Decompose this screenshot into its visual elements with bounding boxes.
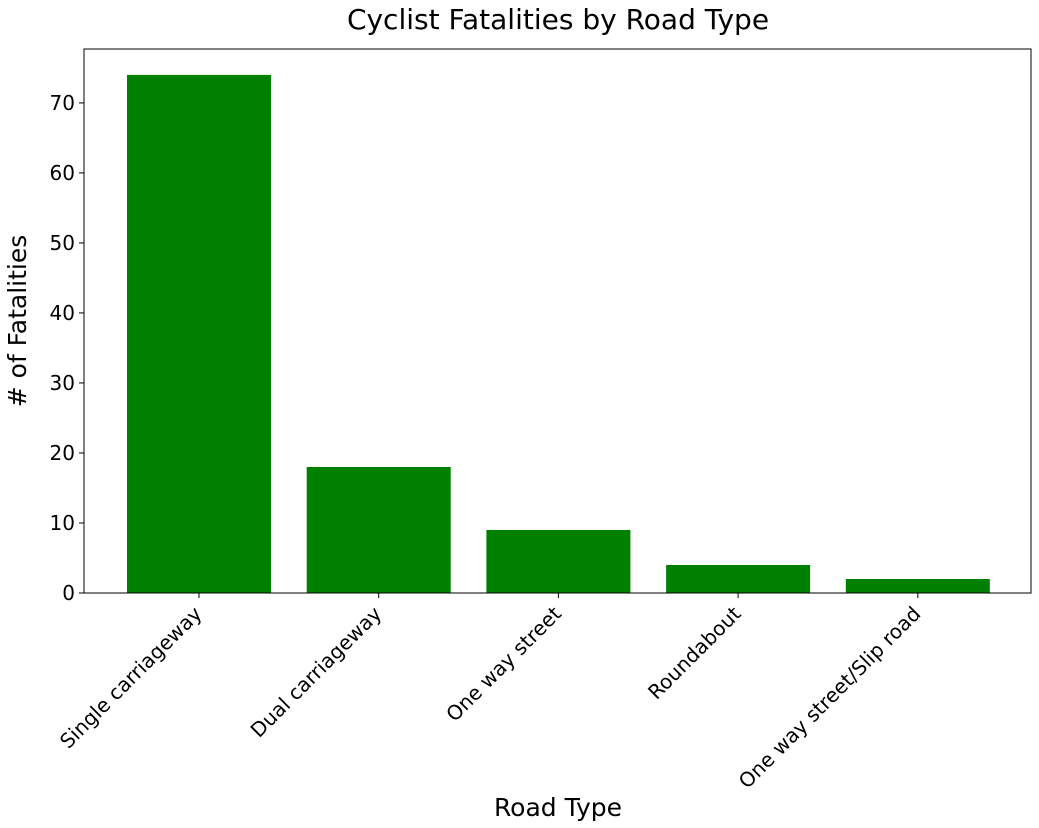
bar-1	[306, 466, 451, 593]
x-tick-label: Roundabout	[643, 601, 746, 704]
x-tick-label: One way street/Slip road	[734, 602, 926, 794]
y-tick-label: 0	[62, 581, 75, 605]
chart-title: Cyclist Fatalities by Road Type	[347, 3, 769, 36]
y-axis-ticks: 0 10 20 30 40 50 60 70	[50, 91, 84, 605]
x-tick-label: Dual carriageway	[246, 601, 387, 742]
y-tick-label: 60	[50, 161, 75, 185]
plot-frame	[83, 48, 1032, 594]
y-tick-label: 10	[50, 511, 75, 535]
x-axis-ticks: Single carriageway Dual carriageway One wa…	[55, 593, 925, 793]
bar-4	[845, 578, 990, 593]
bars-group	[127, 74, 990, 593]
y-tick-label: 20	[50, 441, 75, 465]
x-tick-label: Single carriageway	[55, 601, 207, 753]
y-axis-label: # of Fatalities	[3, 235, 32, 408]
bar-3	[666, 564, 811, 593]
y-tick-label: 50	[50, 231, 75, 255]
x-axis-label: Road Type	[494, 793, 622, 822]
y-tick-label: 30	[50, 371, 75, 395]
bar-0	[127, 74, 271, 593]
bar-2	[486, 529, 631, 593]
x-tick-label: One way street	[441, 601, 566, 726]
y-tick-label: 40	[50, 301, 75, 325]
y-tick-label: 70	[50, 91, 75, 115]
